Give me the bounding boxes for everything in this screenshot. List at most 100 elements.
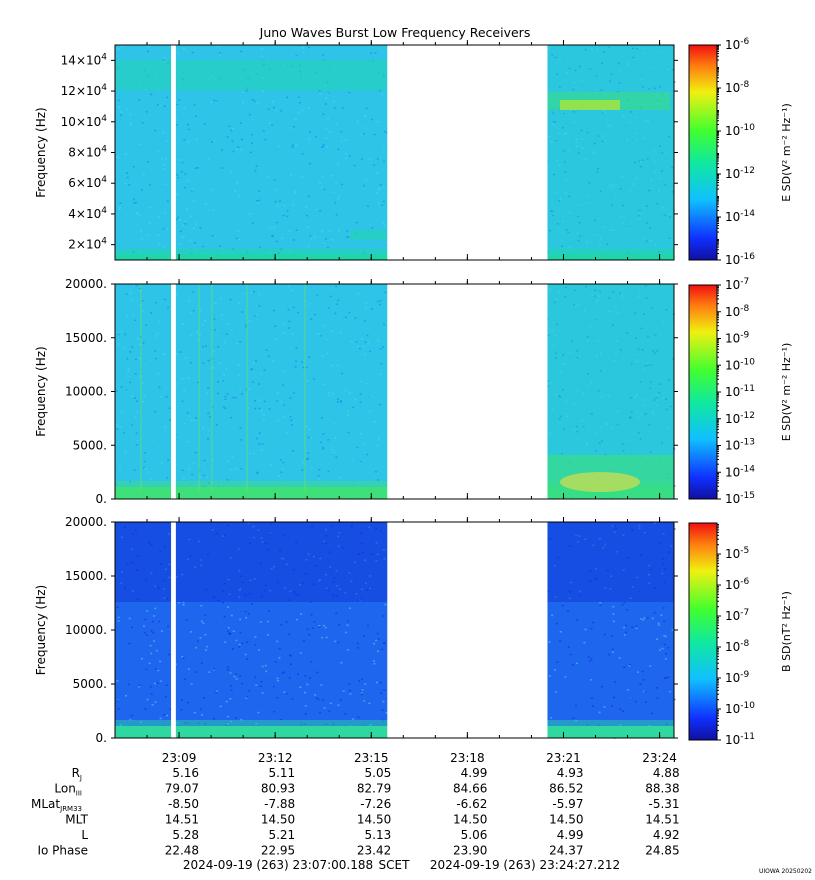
noise-speck	[248, 592, 251, 595]
noise-speck	[199, 476, 202, 478]
footer-credit: UIOWA 20250202	[759, 868, 812, 875]
noise-speck	[351, 524, 353, 526]
noise-speck	[382, 642, 385, 644]
noise-speck	[199, 637, 202, 639]
noise-speck	[602, 547, 605, 549]
noise-speck	[213, 99, 216, 102]
noise-speck	[285, 563, 288, 566]
noise-speck	[163, 298, 166, 301]
noise-speck	[337, 198, 340, 200]
noise-speck	[322, 383, 325, 386]
noise-speck	[281, 557, 284, 560]
noise-speck	[368, 526, 371, 528]
noise-speck	[360, 158, 363, 160]
noise-speck	[282, 461, 285, 464]
noise-speck	[377, 650, 379, 653]
ephemeris-value: 4.93	[557, 766, 584, 780]
noise-speck	[187, 377, 190, 379]
noise-speck	[565, 400, 568, 402]
noise-speck	[288, 414, 291, 417]
noise-speck	[158, 386, 161, 389]
noise-speck	[131, 561, 134, 564]
noise-speck	[280, 248, 283, 250]
noise-speck	[576, 138, 579, 141]
noise-speck	[603, 633, 606, 636]
noise-speck	[180, 159, 183, 161]
noise-speck	[155, 668, 158, 670]
noise-speck	[662, 563, 665, 565]
noise-speck	[640, 78, 643, 81]
noise-speck	[261, 443, 264, 445]
noise-speck	[549, 432, 552, 434]
noise-speck	[600, 352, 602, 355]
noise-speck	[302, 46, 305, 49]
noise-speck	[245, 89, 248, 92]
noise-speck	[211, 485, 214, 488]
noise-speck	[654, 171, 657, 173]
noise-speck	[634, 312, 637, 314]
noise-speck	[203, 123, 206, 125]
noise-speck	[586, 241, 588, 243]
noise-speck	[177, 52, 180, 55]
noise-speck	[378, 403, 381, 406]
noise-speck	[661, 441, 664, 444]
noise-speck	[550, 141, 553, 143]
noise-speck	[337, 535, 340, 538]
noise-speck	[240, 138, 243, 141]
noise-speck	[226, 393, 229, 395]
noise-speck	[592, 705, 595, 707]
noise-speck	[204, 252, 207, 255]
noise-speck	[307, 436, 310, 439]
noise-speck	[630, 111, 633, 113]
noise-speck	[214, 328, 217, 331]
noise-speck	[301, 361, 303, 363]
noise-speck	[205, 392, 208, 395]
noise-speck	[646, 205, 648, 207]
noise-speck	[593, 142, 596, 145]
colorbar-tick-label: 10-14	[725, 209, 755, 224]
noise-speck	[348, 233, 351, 235]
noise-speck	[199, 309, 202, 312]
noise-speck	[147, 45, 150, 48]
noise-speck	[621, 288, 624, 291]
noise-speck	[623, 216, 625, 219]
noise-speck	[264, 664, 267, 667]
noise-speck	[139, 304, 142, 307]
noise-speck	[288, 677, 291, 679]
noise-speck	[295, 347, 298, 349]
ephemeris-value: -5.31	[649, 797, 680, 811]
noise-speck	[257, 711, 260, 714]
noise-speck	[318, 624, 321, 627]
noise-speck	[617, 312, 620, 314]
noise-speck	[258, 399, 261, 401]
noise-speck	[150, 630, 153, 632]
noise-speck	[274, 325, 277, 327]
noise-speck	[375, 192, 378, 194]
noise-speck	[323, 188, 326, 191]
noise-speck	[383, 160, 385, 163]
colorbar	[688, 44, 718, 261]
noise-speck	[384, 130, 387, 133]
noise-speck	[292, 569, 295, 571]
noise-speck	[252, 525, 255, 528]
noise-speck	[375, 528, 378, 530]
noise-speck	[275, 338, 278, 340]
noise-speck	[638, 209, 641, 212]
noise-speck	[632, 183, 634, 185]
noise-speck	[596, 354, 598, 357]
noise-speck	[176, 174, 179, 176]
noise-speck	[663, 643, 666, 646]
noise-speck	[321, 230, 324, 232]
noise-speck	[186, 412, 189, 414]
noise-speck	[668, 551, 671, 554]
noise-speck	[222, 380, 225, 382]
noise-speck	[218, 362, 221, 364]
noise-speck	[229, 698, 232, 700]
noise-speck	[299, 652, 302, 654]
noise-speck	[366, 205, 369, 207]
noise-speck	[574, 69, 577, 72]
noise-speck	[603, 51, 606, 53]
noise-speck	[184, 223, 187, 225]
noise-speck	[258, 246, 261, 248]
noise-speck	[245, 326, 247, 328]
